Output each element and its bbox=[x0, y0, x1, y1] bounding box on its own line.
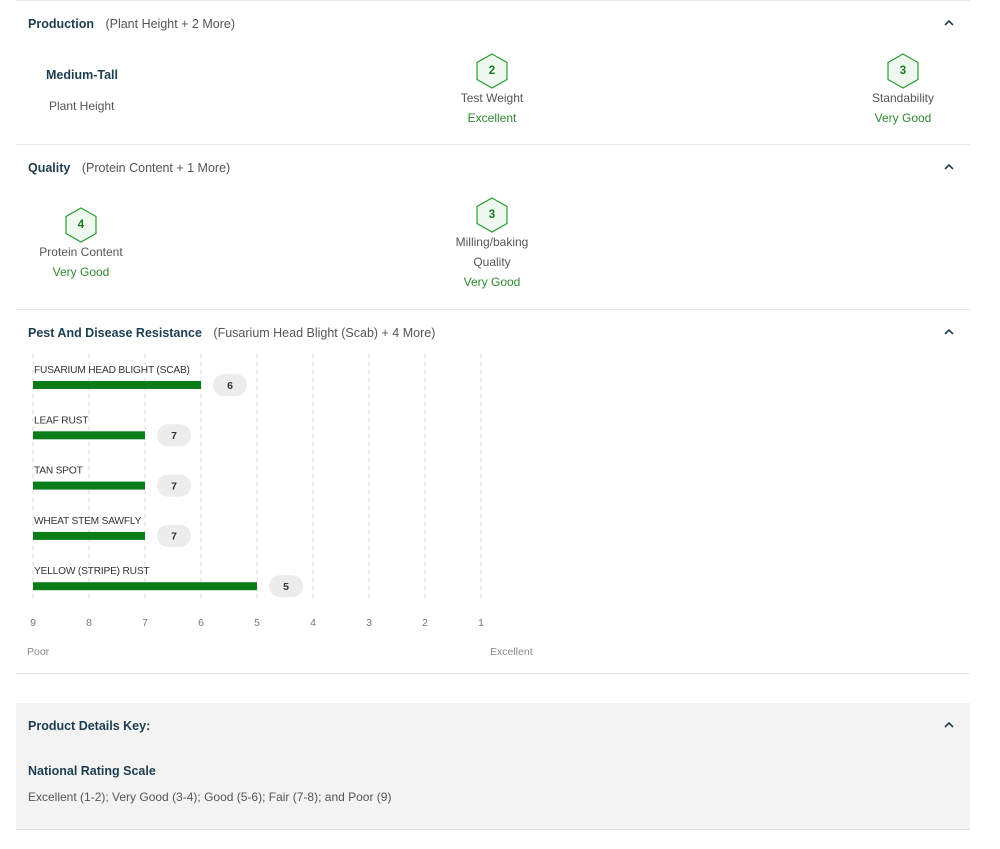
key-title: Product Details Key: bbox=[28, 719, 151, 733]
production-header[interactable]: Production (Plant Height + 2 More) bbox=[28, 17, 235, 31]
x-tick-label: 1 bbox=[478, 617, 484, 629]
x-tick-label: 2 bbox=[422, 617, 428, 629]
bar-value-pill bbox=[157, 424, 191, 447]
x-tick-label: 7 bbox=[142, 617, 148, 629]
quality-section: Quality (Protein Content + 1 More) 4 Pro… bbox=[16, 144, 970, 310]
rating-scale-text: Excellent (1-2); Very Good (3-4); Good (… bbox=[28, 790, 392, 804]
bar bbox=[33, 531, 145, 540]
milling-attr: Milling/baking Quality Very Good bbox=[432, 232, 552, 292]
test-weight-badge: 2 bbox=[474, 53, 510, 89]
x-tick-label: 6 bbox=[198, 617, 204, 629]
quality-title: Quality bbox=[28, 161, 71, 175]
bar bbox=[33, 481, 145, 490]
bar-value-pill bbox=[157, 524, 191, 547]
standability-label: Standability bbox=[871, 91, 935, 105]
disease-resistance-chart: 9 8 7 6 5 4 3 2 1 Poor Excellent FUSARIUM HEAD BLIG… bbox=[27, 354, 533, 658]
milling-score: 3 bbox=[488, 209, 496, 221]
pest-subtitle: (Fusarium Head Blight (Scab) + 4 More) bbox=[213, 326, 436, 340]
x-tick-label: 8 bbox=[86, 617, 92, 629]
x-tick-label: 9 bbox=[30, 617, 36, 629]
axis-right-label: Excellent bbox=[490, 646, 533, 658]
test-weight-label: Test Weight bbox=[460, 91, 524, 105]
milling-label-line2: Quality bbox=[473, 255, 511, 269]
milling-rating: Very Good bbox=[463, 275, 521, 289]
pest-title: Pest And Disease Resistance bbox=[28, 326, 202, 340]
plant-height-value: Medium-Tall bbox=[46, 68, 118, 82]
standability-attr: Standability Very Good bbox=[843, 88, 963, 128]
bar-category-label: FUSARIUM HEAD BLIGHT (SCAB) bbox=[34, 365, 190, 376]
test-weight-score: 2 bbox=[488, 65, 496, 77]
test-weight-attr: Test Weight Excellent bbox=[432, 88, 552, 128]
bar-value-label: 5 bbox=[283, 581, 289, 593]
chevron-up-icon[interactable] bbox=[942, 325, 956, 339]
protein-content-score: 4 bbox=[77, 219, 85, 231]
bar-value-pill bbox=[213, 374, 247, 396]
x-tick-label: 4 bbox=[310, 617, 316, 629]
bar-value-label: 7 bbox=[171, 531, 177, 543]
rating-scale-title: National Rating Scale bbox=[28, 764, 156, 778]
bar bbox=[33, 582, 257, 591]
bar-category-label: TAN SPOT bbox=[34, 466, 83, 477]
protein-content-badge: 4 bbox=[63, 207, 99, 243]
pest-section: Pest And Disease Resistance (Fusarium He… bbox=[16, 309, 970, 674]
protein-content-attr: Protein Content Very Good bbox=[21, 242, 141, 282]
chevron-up-icon[interactable] bbox=[942, 160, 956, 174]
production-section: Production (Plant Height + 2 More) Mediu… bbox=[16, 0, 970, 145]
x-tick-label: 5 bbox=[254, 617, 260, 629]
bar-category-label: WHEAT STEM SAWFLY bbox=[34, 516, 142, 527]
bar-value-pill bbox=[269, 575, 303, 598]
production-title: Production bbox=[28, 17, 94, 31]
protein-content-rating: Very Good bbox=[52, 265, 110, 279]
production-subtitle: (Plant Height + 2 More) bbox=[105, 17, 236, 31]
pest-header[interactable]: Pest And Disease Resistance (Fusarium He… bbox=[28, 326, 435, 340]
quality-header[interactable]: Quality (Protein Content + 1 More) bbox=[28, 161, 230, 175]
section-divider bbox=[16, 673, 970, 674]
milling-label-line1: Milling/baking bbox=[455, 235, 529, 249]
protein-content-label: Protein Content bbox=[39, 245, 123, 259]
standability-score: 3 bbox=[899, 65, 907, 77]
axis-left-label: Poor bbox=[27, 646, 50, 658]
bar-value-label: 7 bbox=[171, 430, 177, 442]
quality-subtitle: (Protein Content + 1 More) bbox=[81, 161, 231, 175]
standability-rating: Very Good bbox=[874, 111, 932, 125]
bar-value-label: 6 bbox=[227, 380, 233, 392]
standability-badge: 3 bbox=[885, 53, 921, 89]
plant-height-label: Plant Height bbox=[49, 99, 115, 113]
x-tick-label: 3 bbox=[366, 617, 372, 629]
test-weight-rating: Excellent bbox=[467, 111, 517, 125]
bar-value-label: 7 bbox=[171, 480, 177, 492]
bar-category-label: YELLOW (STRIPE) RUST bbox=[34, 566, 149, 577]
bar-value-pill bbox=[157, 474, 191, 497]
bar bbox=[33, 381, 201, 389]
milling-badge: 3 bbox=[474, 197, 510, 233]
product-details-key: Product Details Key: National Rating Sca… bbox=[16, 703, 970, 830]
chevron-up-icon[interactable] bbox=[942, 718, 956, 732]
chevron-up-icon[interactable] bbox=[942, 16, 956, 30]
bar-category-label: LEAF RUST bbox=[34, 415, 88, 426]
bar bbox=[33, 431, 145, 440]
